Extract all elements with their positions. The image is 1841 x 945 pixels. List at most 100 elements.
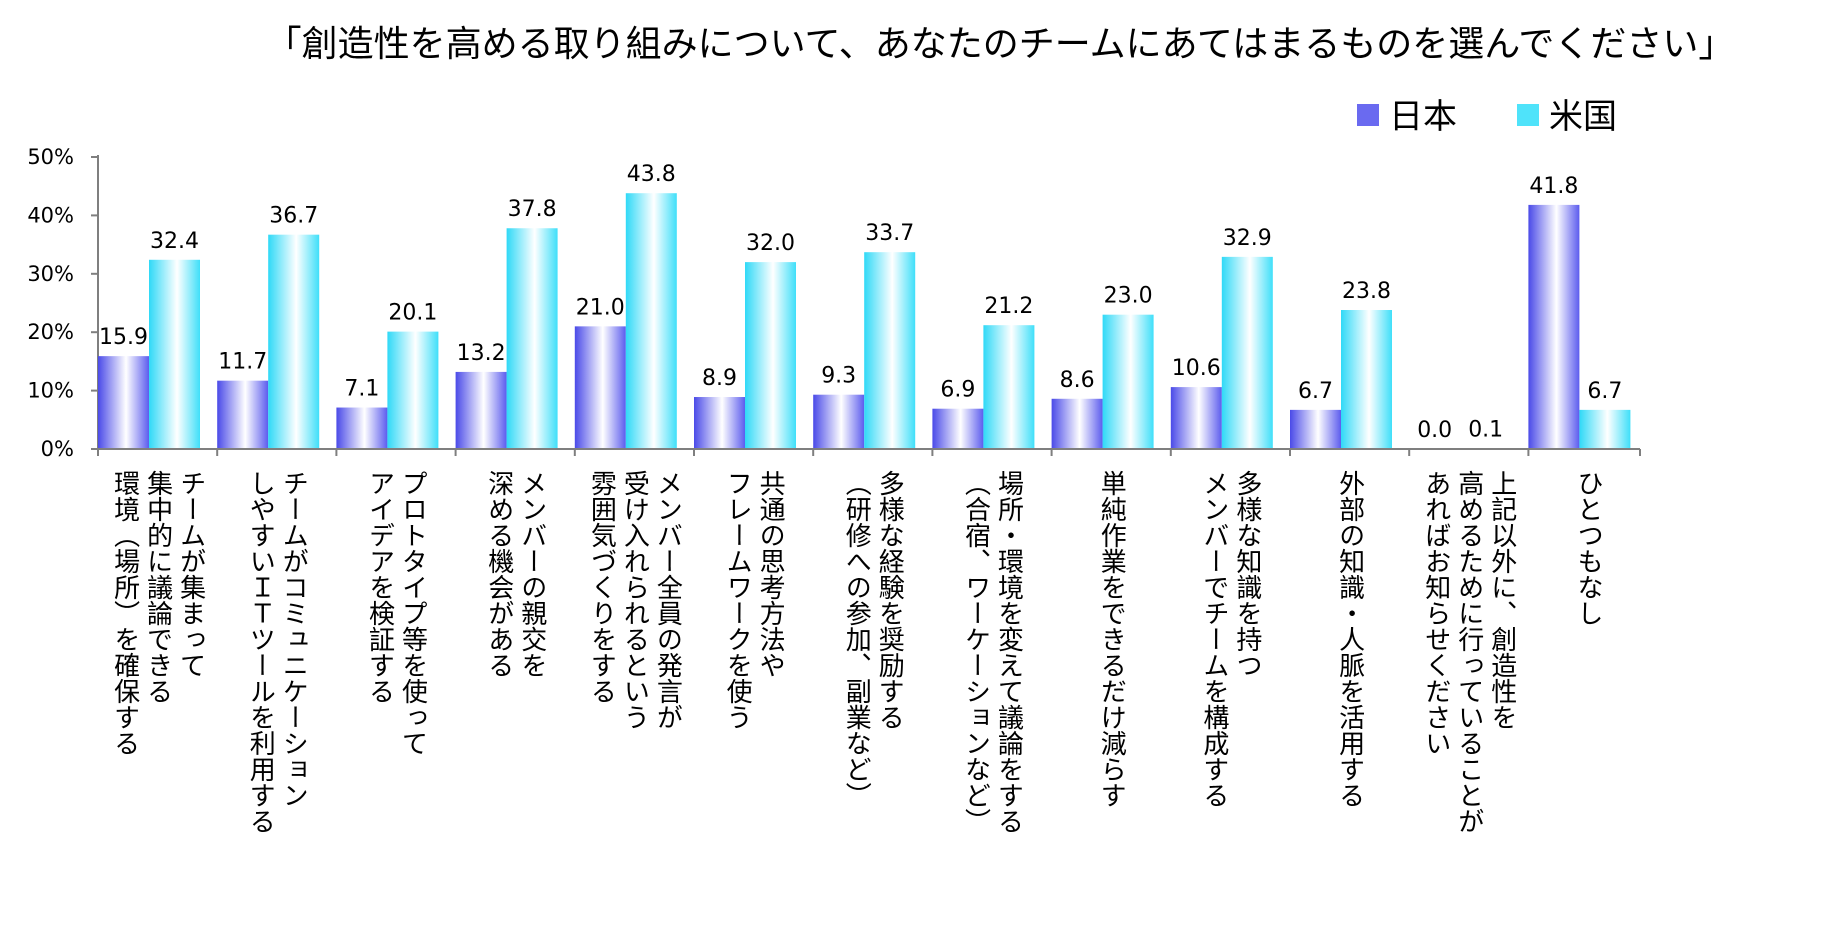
value-label-japan-6: 9.3 — [821, 364, 856, 389]
value-label-usa-3: 37.8 — [508, 197, 557, 222]
value-label-japan-4: 21.0 — [576, 295, 625, 320]
value-label-usa-10: 23.8 — [1342, 279, 1391, 304]
value-label-usa-1: 36.7 — [269, 204, 318, 229]
value-label-japan-2: 7.1 — [344, 377, 379, 402]
bar-japan-9 — [1170, 387, 1222, 449]
category-label-line: 多様な経験を奨励する — [874, 470, 904, 730]
bar-japan-3 — [455, 371, 507, 449]
category-label-7: 場所・環境を変えて議論をする（合宿、ワーケーションなど） — [961, 470, 1024, 834]
category-label-line: 雰囲気づくりをする — [586, 470, 616, 704]
y-tick-label: 10% — [27, 379, 74, 403]
bar-japan-10 — [1290, 409, 1341, 449]
value-label-usa-12: 6.7 — [1587, 379, 1622, 404]
value-label-usa-7: 21.2 — [984, 294, 1033, 319]
category-label-line: 場所・環境を変えて議論をする — [994, 470, 1024, 834]
category-label-line: 高めるために行っていることが — [1454, 470, 1484, 834]
category-label-line: 単純作業をできるだけ減らす — [1096, 470, 1126, 808]
chart-title: 「創造性を高める取り組みについて、あなたのチームにあてはまるものを選んでください… — [266, 24, 1735, 65]
bars: 15.9 32.4 11.7 36.7 7.1 20.1 13.2 37.8 21.0 43.8 8… — [98, 162, 1631, 449]
value-label-usa-11: 0.1 — [1468, 417, 1503, 442]
value-label-usa-8: 23.0 — [1104, 284, 1153, 309]
category-label-line: チームが集まって — [176, 470, 206, 678]
bar-japan-2 — [336, 407, 388, 449]
value-label-japan-0: 15.9 — [99, 325, 148, 350]
legend-swatch-0 — [1357, 104, 1379, 126]
category-label-6: 多様な経験を奨励する（研修への参加、副業など） — [841, 470, 904, 808]
bar-usa-6 — [864, 252, 916, 449]
legend-label-1: 米国 — [1549, 97, 1617, 137]
bar-usa-10 — [1341, 310, 1392, 449]
bar-japan-6 — [813, 394, 865, 449]
bar-usa-5 — [745, 262, 796, 449]
category-label-10: 外部の知識・人脈を活用する — [1335, 470, 1365, 808]
y-tick-label: 30% — [27, 262, 74, 286]
category-label-line: あればお知らせください — [1421, 470, 1451, 756]
category-label-12: ひとつもなし — [1573, 470, 1603, 626]
category-label-line: （研修への参加、副業など） — [841, 470, 871, 808]
x-axis — [97, 448, 1641, 456]
category-label-line: フレームワークを使う — [722, 470, 752, 730]
category-label-line: プロトタイプ等を使って — [398, 470, 428, 756]
category-label-line: （合宿、ワーケーションなど） — [961, 470, 991, 834]
category-label-8: 単純作業をできるだけ減らす — [1096, 470, 1126, 808]
legend-label-0: 日本 — [1389, 97, 1457, 137]
value-label-japan-9: 10.6 — [1172, 356, 1221, 381]
bar-usa-8 — [1102, 314, 1154, 449]
value-label-usa-5: 32.0 — [746, 231, 795, 256]
y-axis: 0% 10% 20% 30% 40% 50% — [27, 145, 99, 461]
category-label-line: 外部の知識・人脈を活用する — [1335, 470, 1365, 808]
value-label-usa-2: 20.1 — [388, 301, 437, 326]
category-label-line: メンバーの親交を — [517, 470, 547, 678]
category-label-line: チームがコミュニケーション — [278, 470, 308, 808]
category-label-line: メンバーでチームを構成する — [1199, 470, 1229, 808]
category-label-line: 深める機会がある — [484, 470, 514, 678]
category-label-line: しやすいＩＴツールを利用する — [245, 470, 275, 834]
bar-japan-0 — [98, 356, 149, 449]
y-tick-label: 0% — [41, 437, 74, 461]
bar-japan-8 — [1051, 398, 1103, 449]
category-label-line: 受け入れられるという — [619, 470, 649, 730]
bar-usa-2 — [387, 331, 439, 449]
bar-usa-3 — [506, 228, 558, 449]
value-label-japan-12: 41.8 — [1529, 174, 1578, 199]
bar-usa-1 — [268, 234, 320, 449]
value-label-japan-1: 11.7 — [218, 350, 267, 375]
value-label-japan-10: 6.7 — [1298, 379, 1333, 404]
category-label-line: 上記以外に、創造性を — [1487, 470, 1517, 730]
value-label-usa-4: 43.8 — [627, 162, 676, 187]
y-tick-label: 40% — [27, 203, 74, 227]
value-label-japan-3: 13.2 — [457, 341, 506, 366]
value-label-usa-6: 33.7 — [865, 221, 914, 246]
category-label-line: 共通の思考方法や — [755, 470, 785, 678]
y-tick-label: 50% — [27, 145, 74, 169]
category-label-line: 環境（場所）を確保する — [110, 470, 140, 756]
value-label-japan-5: 8.9 — [702, 366, 737, 391]
y-tick-label: 20% — [27, 320, 74, 344]
category-label-line: 多様な知識を持つ — [1232, 470, 1262, 678]
bar-usa-7 — [983, 325, 1035, 449]
value-label-japan-11: 0.0 — [1417, 418, 1452, 443]
legend: 日本 米国 — [1357, 97, 1617, 137]
bar-usa-12 — [1579, 409, 1631, 449]
category-label-line: メンバー全員の発言が — [652, 470, 682, 730]
bar-usa-9 — [1221, 256, 1273, 449]
category-label-line: アイデアを検証する — [365, 470, 395, 704]
bar-japan-12 — [1528, 204, 1580, 449]
bar-usa-0 — [149, 259, 200, 449]
bar-japan-1 — [217, 380, 269, 449]
value-label-japan-7: 6.9 — [940, 378, 975, 403]
category-label-line: 集中的に議論できる — [143, 470, 173, 704]
bar-usa-4 — [625, 193, 677, 449]
bar-japan-4 — [574, 326, 626, 449]
bar-japan-7 — [932, 408, 984, 449]
